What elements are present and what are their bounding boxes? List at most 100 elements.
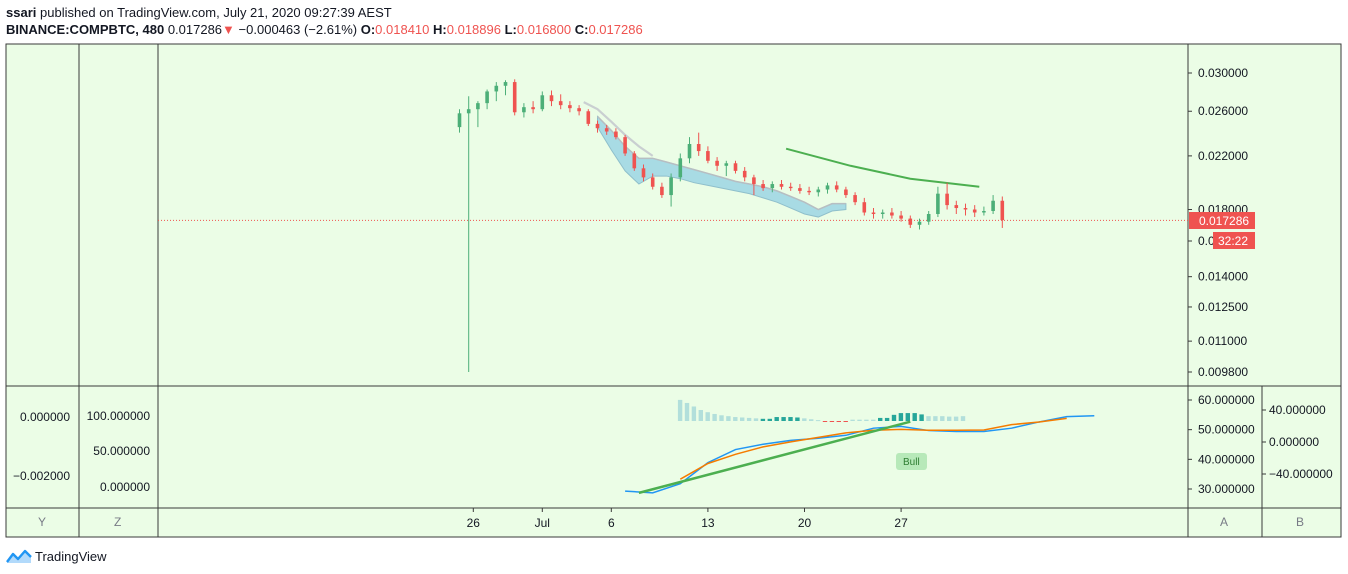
candle[interactable] bbox=[568, 101, 572, 113]
chart-axes: 0.0300000.0260000.0220000.0180000.016000… bbox=[13, 66, 1333, 530]
indicator-left-axis-label: 0.000000 bbox=[20, 410, 70, 424]
candle[interactable] bbox=[798, 184, 802, 194]
price-badges: 0.017286 32:22 bbox=[1189, 212, 1255, 249]
candle[interactable] bbox=[678, 153, 683, 182]
candle[interactable] bbox=[779, 180, 784, 190]
candle-body bbox=[1000, 200, 1005, 221]
candle[interactable] bbox=[871, 208, 876, 219]
candle[interactable] bbox=[669, 173, 673, 207]
candle[interactable] bbox=[512, 79, 517, 116]
candle[interactable] bbox=[577, 105, 581, 116]
candle[interactable] bbox=[595, 120, 600, 133]
tradingview-brand[interactable]: TradingView bbox=[35, 548, 107, 564]
candle-body bbox=[476, 103, 480, 110]
open-label: O: bbox=[360, 22, 376, 37]
candle[interactable] bbox=[733, 160, 738, 174]
candle[interactable] bbox=[558, 94, 563, 110]
candle[interactable] bbox=[623, 134, 627, 156]
candle[interactable] bbox=[696, 132, 701, 156]
candle[interactable] bbox=[641, 164, 646, 182]
candle[interactable] bbox=[549, 90, 554, 107]
candle[interactable] bbox=[761, 180, 765, 191]
indicator-left-axis-2-label: 100.000000 bbox=[87, 409, 151, 423]
histogram-bar bbox=[940, 416, 945, 421]
histogram-bar bbox=[774, 417, 779, 421]
candle[interactable] bbox=[880, 209, 885, 219]
candle[interactable] bbox=[770, 181, 775, 193]
indicator-pane[interactable] bbox=[625, 399, 1095, 495]
candle[interactable] bbox=[476, 101, 480, 128]
candle[interactable] bbox=[457, 109, 462, 133]
candle[interactable] bbox=[706, 146, 710, 164]
histogram-bar bbox=[788, 417, 793, 421]
candle[interactable] bbox=[936, 186, 940, 218]
scale-button-y[interactable]: Y bbox=[38, 515, 46, 529]
candle[interactable] bbox=[890, 208, 894, 219]
candle[interactable] bbox=[853, 192, 857, 206]
candle-body bbox=[494, 85, 499, 92]
candle[interactable] bbox=[908, 215, 913, 228]
candle-body bbox=[531, 107, 535, 110]
candle-body bbox=[871, 212, 876, 215]
candle[interactable] bbox=[724, 160, 729, 177]
candle[interactable] bbox=[862, 197, 867, 216]
candle[interactable] bbox=[586, 109, 591, 127]
candle[interactable] bbox=[917, 218, 922, 230]
candle[interactable] bbox=[926, 211, 931, 225]
candle[interactable] bbox=[503, 80, 508, 96]
candle[interactable] bbox=[752, 174, 756, 196]
candle[interactable] bbox=[834, 181, 839, 193]
histogram-bar bbox=[947, 416, 952, 421]
publisher-username[interactable]: ssari bbox=[6, 5, 37, 20]
candle[interactable] bbox=[963, 203, 968, 216]
bull-trend-line[interactable] bbox=[638, 420, 911, 495]
candle[interactable] bbox=[899, 211, 903, 222]
scale-buttons[interactable]: Y Z A B bbox=[38, 515, 1304, 529]
scale-button-z[interactable]: Z bbox=[114, 515, 121, 529]
change-down-arrow-icon: ▼ bbox=[222, 22, 235, 37]
candle[interactable] bbox=[742, 167, 747, 182]
candle[interactable] bbox=[991, 195, 995, 215]
candle[interactable] bbox=[604, 124, 609, 135]
candle-body bbox=[834, 185, 839, 190]
candle[interactable] bbox=[687, 137, 692, 164]
candle[interactable] bbox=[650, 173, 655, 190]
footer-branding[interactable]: TradingView bbox=[6, 547, 107, 565]
candle[interactable] bbox=[807, 186, 811, 196]
candle[interactable] bbox=[825, 182, 830, 194]
candle[interactable] bbox=[540, 91, 545, 112]
scale-button-a[interactable]: A bbox=[1220, 515, 1228, 529]
candle[interactable] bbox=[494, 82, 499, 102]
candle[interactable] bbox=[844, 186, 848, 198]
candle-body bbox=[816, 189, 821, 193]
candle[interactable] bbox=[954, 200, 959, 215]
candle-body bbox=[669, 177, 673, 196]
candle-body bbox=[632, 153, 637, 169]
candle[interactable] bbox=[660, 182, 664, 198]
candle[interactable] bbox=[466, 96, 471, 372]
price-axis-label: 0.030000 bbox=[1198, 66, 1248, 80]
candle[interactable] bbox=[1000, 196, 1005, 228]
candle[interactable] bbox=[788, 182, 793, 191]
candle[interactable] bbox=[531, 101, 535, 114]
histogram-bar bbox=[836, 421, 841, 422]
candle-body bbox=[457, 113, 462, 128]
candle[interactable] bbox=[945, 182, 949, 210]
candle[interactable] bbox=[522, 103, 526, 118]
candle-body bbox=[954, 205, 959, 209]
scale-button-b[interactable]: B bbox=[1296, 515, 1304, 529]
price-pane[interactable] bbox=[158, 79, 1188, 372]
candle[interactable] bbox=[614, 128, 618, 140]
histogram-bar bbox=[740, 417, 745, 421]
candle[interactable] bbox=[632, 151, 637, 171]
candle-body bbox=[788, 186, 793, 189]
candle[interactable] bbox=[982, 206, 986, 216]
candle-body bbox=[853, 195, 857, 203]
candle[interactable] bbox=[816, 186, 821, 197]
candle[interactable] bbox=[972, 205, 977, 218]
candle[interactable] bbox=[715, 157, 719, 171]
candle-body bbox=[991, 200, 995, 212]
candle[interactable] bbox=[485, 89, 489, 110]
close-value: 0.017286 bbox=[588, 22, 643, 37]
